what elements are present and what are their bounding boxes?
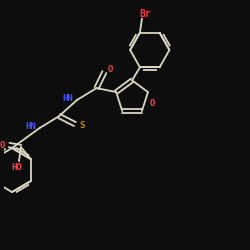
Text: S: S [79, 120, 84, 130]
Text: HN: HN [25, 122, 36, 130]
Text: O: O [108, 64, 113, 74]
Text: O: O [150, 99, 156, 108]
Text: Br: Br [139, 9, 151, 19]
Text: HO: HO [12, 162, 22, 172]
Text: O: O [0, 140, 5, 149]
Text: HN: HN [63, 94, 74, 102]
